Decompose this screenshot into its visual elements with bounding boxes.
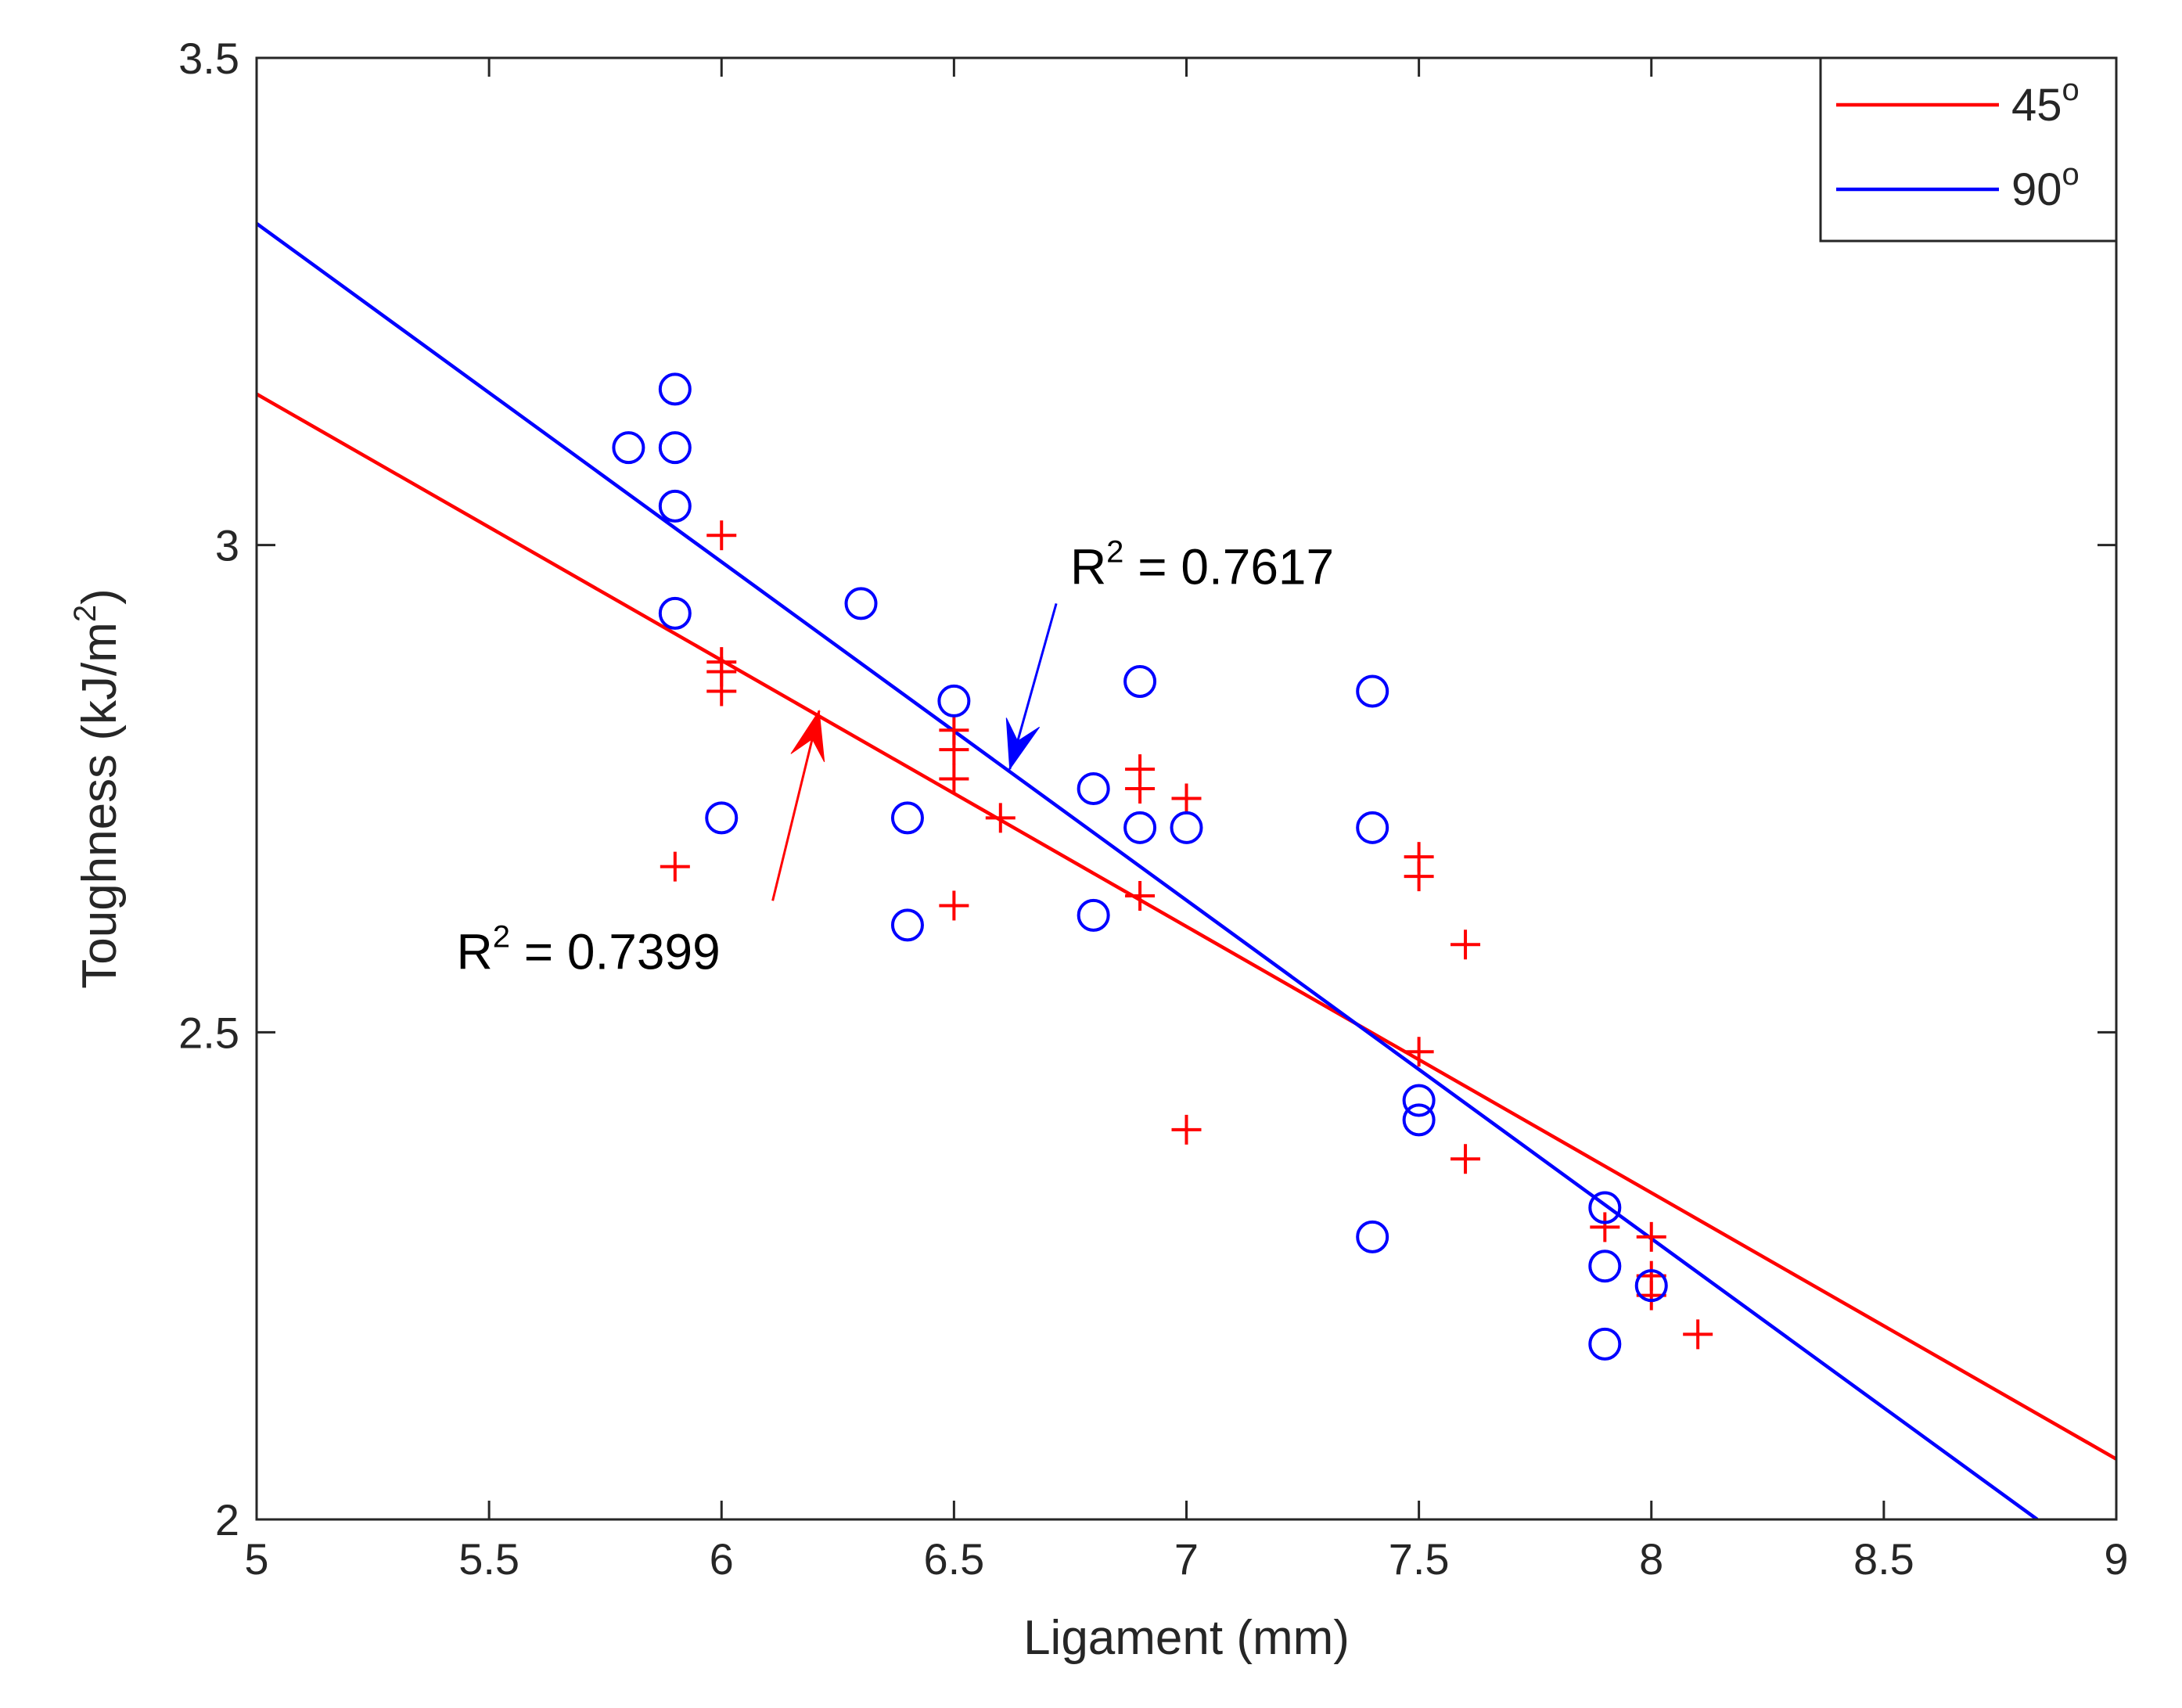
legend-label-main: 45 xyxy=(2011,80,2062,131)
x-tick-label-4: 7 xyxy=(1174,1534,1199,1584)
legend-label-1: 90o xyxy=(2011,157,2080,215)
point-circle-s1-10 xyxy=(1077,772,1110,805)
point-circle-s1-19 xyxy=(1402,1103,1436,1137)
point-plus-s0-20 xyxy=(1590,1212,1620,1242)
annotation-arrow-shaft-0 xyxy=(771,710,821,901)
point-plus-s0-17 xyxy=(1404,1037,1434,1067)
point-plus-s0-14 xyxy=(1171,1114,1202,1145)
point-circle-s1-20 xyxy=(1588,1191,1622,1224)
r2-label-r: R xyxy=(457,923,493,980)
r2-label-series-1: R2 = 0.7617 xyxy=(1070,534,1334,595)
point-circle-s1-6 xyxy=(844,587,878,620)
fit-line-series-0 xyxy=(257,392,2116,1461)
x-tick-label-8: 9 xyxy=(2104,1534,2128,1584)
point-circle-s1-13 xyxy=(1123,811,1157,844)
fit-line-series-1 xyxy=(257,221,2039,1519)
x-tick-label-6: 8 xyxy=(1639,1534,1663,1584)
point-circle-s1-3 xyxy=(658,489,692,523)
y-axis-label: Toughness (kJ/m2) xyxy=(68,588,127,989)
fit-lines xyxy=(257,221,2116,1519)
point-circle-s1-15 xyxy=(1356,674,1389,708)
point-plus-s0-6 xyxy=(939,735,969,765)
legend-label-sup: o xyxy=(2062,157,2080,192)
point-circle-s1-8 xyxy=(890,908,924,942)
legend-box xyxy=(1819,56,2118,243)
point-plus-s0-12 xyxy=(1125,880,1156,911)
point-circle-s1-1 xyxy=(658,372,692,406)
r2-label-value: = 0.7617 xyxy=(1123,538,1334,595)
annotation-arrow-head-0 xyxy=(790,709,825,763)
point-circle-s1-5 xyxy=(705,801,739,835)
point-circle-s1-11 xyxy=(1077,898,1110,932)
legend-label-0: 45o xyxy=(2011,73,2080,131)
r2-label-value: = 0.7399 xyxy=(510,923,721,980)
x-tick-label-1: 5.5 xyxy=(458,1534,519,1584)
x-tick-label-2: 6 xyxy=(710,1534,734,1584)
point-circle-s1-14 xyxy=(1170,811,1203,844)
point-plus-s0-21 xyxy=(1636,1221,1666,1252)
point-circle-s1-12 xyxy=(1123,665,1157,699)
point-circle-s1-2 xyxy=(658,431,692,465)
r2-label-sup: 2 xyxy=(1106,534,1123,569)
x-axis-label: Ligament (mm) xyxy=(1023,1611,1350,1665)
point-circle-s1-18 xyxy=(1402,1084,1436,1117)
point-circle-s1-23 xyxy=(1634,1269,1668,1303)
point-circle-s1-22 xyxy=(1588,1327,1622,1361)
point-plus-s0-18 xyxy=(1450,930,1481,960)
y-tick-label-0: 2 xyxy=(215,1495,239,1544)
x-tick-label-0: 5 xyxy=(244,1534,268,1584)
point-plus-s0-13 xyxy=(1171,783,1202,814)
point-circle-s1-0 xyxy=(612,431,645,465)
legend-label-sup: o xyxy=(2062,73,2080,107)
point-plus-s0-0 xyxy=(660,851,690,882)
point-circle-s1-21 xyxy=(1588,1250,1622,1283)
point-plus-s0-16 xyxy=(1404,861,1434,892)
point-plus-s0-19 xyxy=(1450,1144,1481,1174)
point-circle-s1-4 xyxy=(658,596,692,630)
r2-label-r: R xyxy=(1070,538,1106,595)
x-tick-label-7: 8.5 xyxy=(1853,1534,1914,1584)
axes: 5 5.5 6 6.5 7 7.5 8 8.5 9 2 2.5 3 3.5 Ligament (mm) To… xyxy=(68,34,2129,1665)
point-plus-s0-8 xyxy=(939,890,969,921)
data-points xyxy=(612,372,1713,1361)
y-axis-label-main: Toughness (kJ/m xyxy=(73,622,127,989)
r2-label-series-0: R2 = 0.7399 xyxy=(457,919,721,980)
point-circle-s1-17 xyxy=(1356,1220,1389,1253)
r2-label-sup: 2 xyxy=(493,919,510,954)
legend-label-main: 90 xyxy=(2011,164,2062,215)
point-circle-s1-7 xyxy=(890,801,924,835)
point-plus-s0-9 xyxy=(985,803,1016,833)
point-circle-s1-9 xyxy=(937,684,971,717)
y-tick-label-2: 3 xyxy=(215,521,239,570)
y-axis-label-close: ) xyxy=(73,588,127,605)
point-plus-s0-1 xyxy=(706,520,737,551)
point-circle-s1-16 xyxy=(1356,811,1389,844)
x-tick-label-5: 7.5 xyxy=(1389,1534,1450,1584)
point-plus-s0-7 xyxy=(939,764,969,794)
annotation-arrow-head-1 xyxy=(1005,717,1041,771)
x-tick-label-3: 6.5 xyxy=(923,1534,984,1584)
point-plus-s0-11 xyxy=(1125,774,1156,804)
y-tick-label-3: 3.5 xyxy=(178,34,239,83)
y-axis-label-sup: 2 xyxy=(68,605,102,622)
point-plus-s0-24 xyxy=(1683,1319,1713,1350)
point-plus-s0-4 xyxy=(706,676,737,707)
y-tick-label-1: 2.5 xyxy=(178,1008,239,1057)
